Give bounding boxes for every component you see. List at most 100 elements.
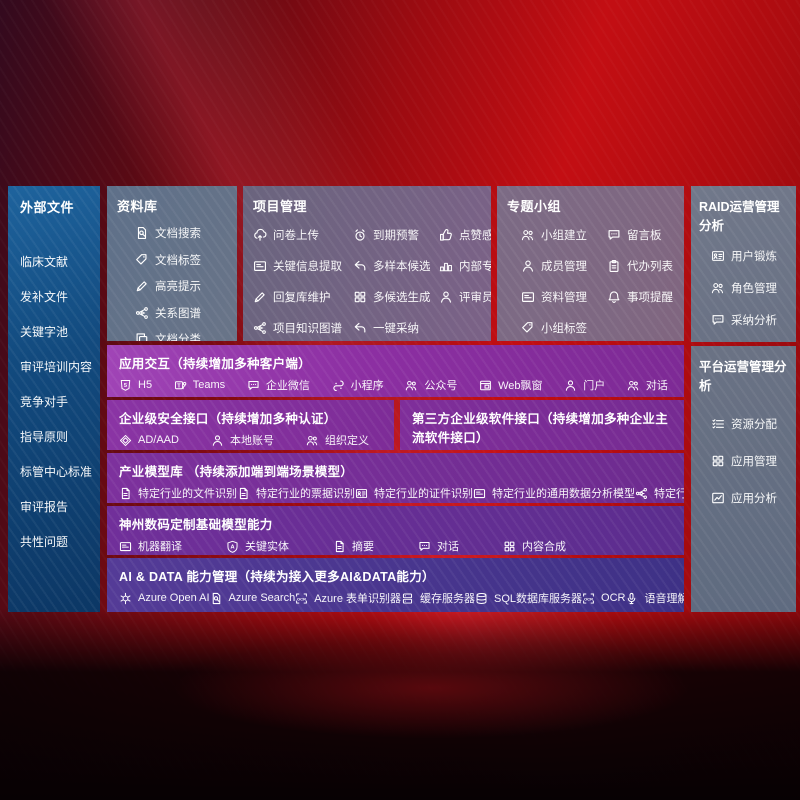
item-label: H5 — [138, 379, 153, 391]
item-label: 一键采纳 — [373, 323, 419, 335]
doc-icon — [119, 487, 132, 500]
item-label: 到期预警 — [373, 230, 419, 242]
sidebar-item-label: 发补文件 — [20, 290, 69, 304]
panel-item: 文档搜索 — [135, 225, 227, 241]
item-label: 组织定义 — [324, 435, 369, 447]
item-label: 缓存服务器 — [420, 593, 475, 605]
item-label: 语音理解 — [644, 593, 684, 605]
doc-search-icon — [135, 226, 149, 240]
third-party-interface-title: 第三方企业级软件接口（持续增加多种企业主流软件接口） — [412, 412, 669, 445]
item-label: 用户锻炼 — [731, 251, 777, 263]
doc-search-icon — [210, 592, 223, 605]
panel-item: Azure 表单识别器 — [295, 590, 401, 606]
item-label: 特定行业的通用数据分析模型 — [492, 488, 635, 500]
people-icon — [711, 281, 725, 295]
sidebar-item-label: 关键字池 — [20, 325, 69, 339]
item-label: AD/AAD — [138, 434, 179, 446]
ocr-scan-icon — [582, 592, 595, 605]
panel-item: 对话 — [418, 538, 459, 554]
panel-item: 用户锻炼 — [711, 248, 788, 264]
task-list-icon — [711, 417, 725, 431]
alarm-icon — [353, 228, 367, 242]
sidebar-item: 指导原则 — [20, 419, 100, 454]
sidebar-item-label: 标管中心标准 — [20, 465, 93, 479]
doc-icon — [333, 540, 346, 553]
third-party-interface-bar: 第三方企业级软件接口（持续增加多种企业主流软件接口） API自动化设计器 — [400, 400, 684, 450]
chat-icon — [607, 228, 621, 242]
industry-model-title: 产业模型库 （持续添加端到端场景模型） — [119, 465, 354, 479]
doc-icon — [237, 487, 250, 500]
panel-item: 特定行业的票据识别 — [237, 485, 355, 501]
sidebar-item: 标管中心标准 — [20, 454, 100, 489]
item-label: 成员管理 — [541, 261, 587, 273]
info-card-icon — [253, 259, 267, 273]
panel-item: 采纳分析 — [711, 312, 788, 328]
panel-item: 问卷上传 — [253, 227, 353, 243]
panel-item: Azure Open AI — [119, 592, 210, 605]
person-icon — [439, 290, 453, 304]
openai-icon — [119, 592, 132, 605]
people-icon — [521, 228, 535, 242]
reply-arrow-icon — [353, 259, 367, 273]
sidebar-item-label: 审评培训内容 — [20, 360, 93, 374]
raid-analysis-panel: RAID运营管理分析 用户锻炼 角色管理 采纳分析 问题趋势 — [691, 186, 796, 342]
info-card-icon — [473, 487, 486, 500]
sidebar-item-label: 审评报告 — [20, 500, 69, 514]
item-label: 问卷上传 — [273, 230, 319, 242]
sidebar-item: 临床文献 — [20, 244, 100, 279]
knowledge-base-title: 资料库 — [117, 199, 158, 214]
item-label: 资料管理 — [541, 292, 587, 304]
item-label: 应用管理 — [731, 456, 777, 468]
panel-item: 成员管理 — [521, 258, 607, 274]
panel-item: 关键实体 — [226, 538, 289, 554]
security-interface-list: AD/AAD 本地账号 组织定义 — [119, 432, 382, 448]
panel-item: 语音理解 — [625, 590, 684, 606]
item-label: 事项提醒 — [627, 292, 673, 304]
database-icon — [475, 592, 488, 605]
voice-icon — [625, 592, 638, 605]
item-label: 摘要 — [352, 541, 374, 553]
item-label: 企业微信 — [265, 380, 310, 392]
bell-icon — [607, 290, 621, 304]
item-label: 高亮提示 — [155, 281, 201, 293]
shield-a-icon — [226, 540, 239, 553]
grid-icon — [711, 454, 725, 468]
platform-analysis-panel: 平台运营管理分析 资源分配 应用管理 应用分析 — [691, 346, 796, 612]
panel-item: 多候选生成 — [353, 289, 439, 305]
panel-item: 小程序 — [332, 377, 384, 393]
panel-item: Teams — [174, 379, 225, 392]
app-interaction-title: 应用交互（持续增加多种客户端） — [119, 357, 312, 371]
panel-item: OCR — [582, 592, 625, 605]
panel-item: 点赞感谢 — [439, 227, 491, 243]
item-label: 文档分类 — [155, 334, 201, 341]
panel-item: 关系图谱 — [135, 305, 227, 321]
item-label: 内容合成 — [522, 541, 566, 553]
graph-icon — [253, 321, 267, 335]
person-icon — [564, 379, 577, 392]
info-card-icon — [119, 540, 132, 553]
sidebar-item-label: 竞争对手 — [20, 395, 69, 409]
item-label: 回复库维护 — [273, 292, 331, 304]
web-window-icon — [479, 379, 492, 392]
item-label: 门户 — [583, 380, 606, 392]
cloud-upload-icon — [253, 228, 267, 242]
item-label: Teams — [192, 379, 226, 391]
person-icon — [521, 259, 535, 273]
industry-model-bar: 产业模型库 （持续添加端到端场景模型） 特定行业的文件识别 特定行业的票据识别 … — [107, 453, 684, 503]
chat-icon — [418, 540, 431, 553]
panel-item: 关键信息提取 — [253, 258, 353, 274]
ocr-scan-icon — [295, 592, 308, 605]
people-icon — [627, 379, 640, 392]
item-label: Azure Open AI — [138, 592, 210, 604]
panel-item: SQL数据库服务器 — [475, 590, 582, 606]
panel-item: 评审员画像 — [439, 289, 491, 305]
raid-analysis-title: RAID运营管理分析 — [699, 200, 780, 233]
item-label: 项目知识图谱 — [273, 323, 342, 335]
panel-item: 公众号 — [405, 377, 457, 393]
panel-item: H5 — [119, 379, 152, 392]
interface-bars-row: 企业级安全接口（持续增加多种认证） AD/AAD 本地账号 组织定义 — [107, 400, 684, 450]
item-label: 关键信息提取 — [273, 261, 342, 273]
id-badge-icon — [711, 249, 725, 263]
panel-item: 内容合成 — [503, 538, 566, 554]
panel-item: 角色管理 — [711, 280, 788, 296]
